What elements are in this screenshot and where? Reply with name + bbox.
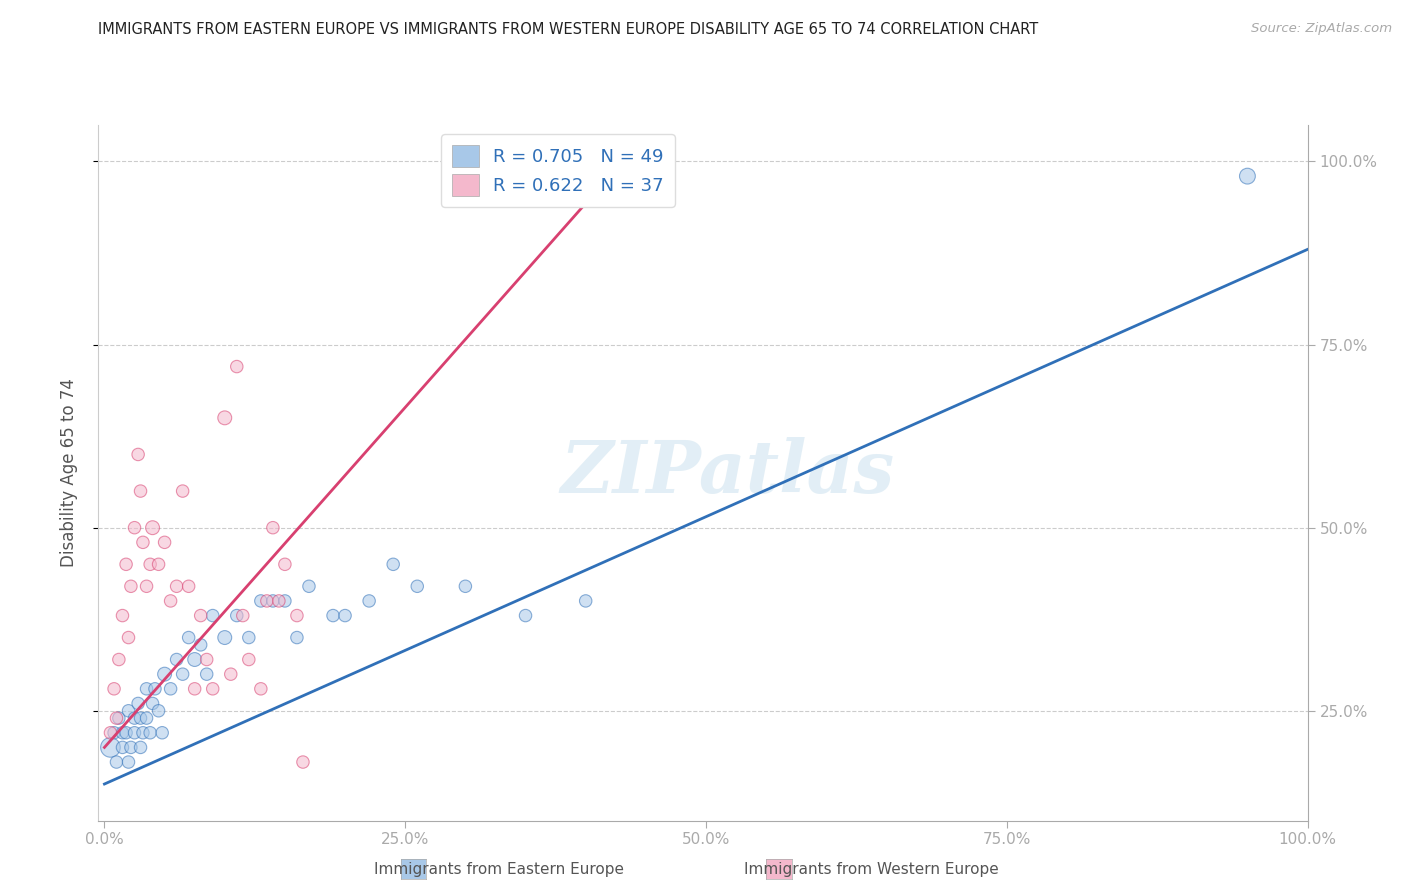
Point [129, 484, 152, 499]
Point [117, 755, 139, 769]
Point [515, 608, 537, 623]
Point [262, 594, 284, 608]
Point [142, 697, 165, 711]
Point [177, 579, 200, 593]
Point [575, 594, 598, 608]
Point [153, 667, 176, 681]
Point [406, 579, 429, 593]
Point [139, 558, 162, 572]
Point [298, 579, 321, 593]
Point [190, 638, 212, 652]
Point [135, 681, 157, 696]
Point [238, 652, 260, 666]
Point [111, 740, 134, 755]
Point [129, 740, 152, 755]
Point [454, 579, 477, 593]
Legend: R = 0.705   N = 49, R = 0.622   N = 37: R = 0.705 N = 49, R = 0.622 N = 37 [441, 134, 675, 207]
Point [322, 608, 344, 623]
Point [262, 521, 284, 535]
Point [183, 652, 205, 666]
Point [1236, 169, 1258, 183]
Point [256, 594, 278, 608]
Point [250, 594, 273, 608]
Point [117, 704, 139, 718]
Point [135, 579, 157, 593]
Point [139, 725, 162, 739]
Point [150, 725, 173, 739]
Point [195, 667, 218, 681]
Point [225, 608, 247, 623]
Point [225, 359, 247, 374]
Text: ZIPatlas: ZIPatlas [560, 437, 894, 508]
Point [238, 631, 260, 645]
Point [127, 447, 149, 461]
Point [153, 535, 176, 549]
Point [250, 681, 273, 696]
Point [103, 725, 125, 739]
Point [267, 594, 290, 608]
Point [195, 652, 218, 666]
Point [103, 681, 125, 696]
Point [359, 594, 381, 608]
Point [132, 725, 155, 739]
Point [148, 558, 170, 572]
Point [105, 711, 128, 725]
Point [108, 652, 131, 666]
Text: Immigrants from Western Europe: Immigrants from Western Europe [744, 863, 1000, 877]
Point [124, 725, 146, 739]
Point [159, 681, 181, 696]
Text: IMMIGRANTS FROM EASTERN EUROPE VS IMMIGRANTS FROM WESTERN EUROPE DISABILITY AGE : IMMIGRANTS FROM EASTERN EUROPE VS IMMIGR… [98, 22, 1039, 37]
Point [100, 725, 122, 739]
Point [117, 631, 139, 645]
Point [214, 410, 236, 425]
Point [232, 608, 254, 623]
Point [214, 631, 236, 645]
Text: Immigrants from Eastern Europe: Immigrants from Eastern Europe [374, 863, 624, 877]
Point [219, 667, 242, 681]
Point [201, 681, 224, 696]
Text: Source: ZipAtlas.com: Source: ZipAtlas.com [1251, 22, 1392, 36]
Point [143, 681, 166, 696]
Point [285, 608, 308, 623]
Point [291, 755, 314, 769]
Point [166, 579, 188, 593]
Point [159, 594, 181, 608]
Point [172, 667, 194, 681]
Y-axis label: Disability Age 65 to 74: Disability Age 65 to 74 [59, 378, 77, 567]
Point [382, 558, 405, 572]
Point [333, 608, 356, 623]
Point [120, 740, 142, 755]
Point [127, 697, 149, 711]
Point [111, 725, 134, 739]
Point [201, 608, 224, 623]
Point [115, 558, 138, 572]
Point [190, 608, 212, 623]
Point [172, 484, 194, 499]
Point [166, 652, 188, 666]
Point [124, 521, 146, 535]
Point [111, 608, 134, 623]
Point [129, 711, 152, 725]
Point [274, 558, 297, 572]
Point [115, 725, 138, 739]
Point [274, 594, 297, 608]
Point [285, 631, 308, 645]
Point [135, 711, 157, 725]
Point [108, 711, 131, 725]
Point [142, 521, 165, 535]
Point [183, 681, 205, 696]
Point [105, 755, 128, 769]
Point [132, 535, 155, 549]
Point [148, 704, 170, 718]
Point [177, 631, 200, 645]
Point [100, 740, 122, 755]
Point [120, 579, 142, 593]
Point [124, 711, 146, 725]
